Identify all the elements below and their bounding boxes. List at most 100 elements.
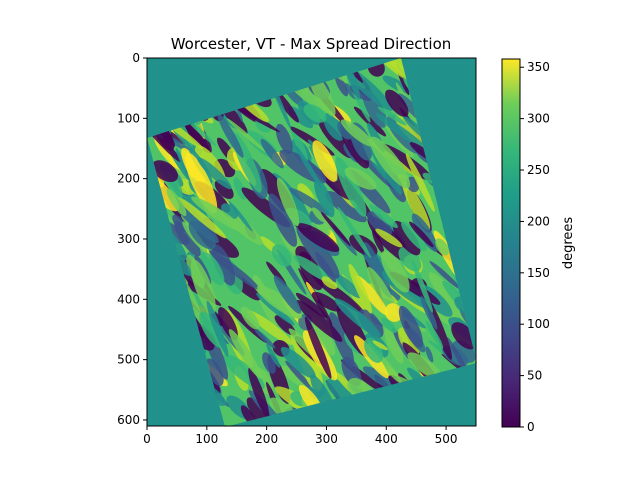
x-tick-label: 400 [375, 432, 398, 446]
terrain-streak [197, 157, 232, 190]
terrain-streak [369, 136, 411, 189]
terrain-streak [384, 327, 404, 364]
y-tick-label: 0 [132, 51, 140, 65]
terrain-streak [401, 221, 427, 252]
terrain-streak [268, 193, 298, 247]
terrain-streak [321, 276, 338, 290]
terrain-streak [276, 177, 300, 227]
terrain-streak [334, 298, 381, 338]
x-tick-label: 0 [143, 432, 151, 446]
terrain-streak [205, 358, 224, 386]
terrain-streak [402, 180, 431, 231]
terrain-streak [451, 322, 477, 350]
terrain-streak [280, 346, 316, 379]
terrain-streak [314, 178, 335, 218]
terrain-streak [398, 327, 420, 357]
terrain-streak [312, 140, 338, 182]
terrain-streak [369, 204, 398, 229]
terrain-streak [335, 156, 367, 217]
y-tick-label: 600 [117, 413, 140, 427]
terrain-streak [355, 275, 389, 316]
terrain-streak [344, 167, 377, 190]
terrain-streak [372, 229, 385, 254]
terrain-streak [266, 343, 281, 368]
colorbar-label: degrees [561, 217, 576, 270]
terrain-streak [296, 300, 343, 342]
terrain-streak [311, 291, 341, 312]
terrain-streak [425, 346, 434, 363]
terrain-streak [420, 295, 438, 330]
terrain-streak [425, 320, 444, 349]
plot-frame [146, 57, 477, 427]
terrain-streak [295, 145, 323, 189]
terrain-streak [233, 177, 246, 201]
colorbar-ticks: 0 50 100 150 200 250 300 350 [520, 60, 550, 434]
terrain-streak [311, 207, 326, 223]
terrain-streak [303, 104, 327, 123]
terrain-streak [200, 251, 225, 286]
colorbar-tick-label: 200 [527, 214, 550, 228]
terrain-streak [320, 211, 351, 247]
terrain-streak [177, 197, 227, 239]
y-tick-label: 200 [117, 172, 140, 186]
terrain-streak [398, 305, 423, 348]
terrain-streak [273, 275, 302, 314]
x-tick-label: 300 [315, 432, 338, 446]
terrain-streak [323, 112, 345, 141]
terrain-streak [185, 152, 218, 214]
terrain-streak [392, 220, 421, 256]
terrain-streak [166, 188, 187, 217]
terrain-streak [375, 228, 403, 248]
terrain-streak [295, 292, 328, 319]
terrain-streak [435, 238, 449, 256]
terrain-streak [366, 211, 393, 236]
x-tick-label: 100 [195, 432, 218, 446]
terrain-streak [226, 118, 266, 152]
colorbar-tick-label: 0 [527, 420, 535, 434]
terrain-streak [294, 255, 331, 282]
x-tick-label: 200 [255, 432, 278, 446]
terrain-streak [348, 263, 373, 314]
terrain-streak [335, 273, 361, 299]
y-tick-label: 500 [117, 353, 140, 367]
terrain-streak [409, 221, 434, 248]
terrain-streak [240, 306, 260, 330]
terrain-streak [337, 206, 372, 258]
terrain-streak [311, 317, 336, 356]
terrain-streak [289, 188, 330, 216]
x-axis: 0 100 200 300 400 500 [143, 426, 458, 446]
terrain-streak [290, 126, 308, 162]
terrain-streak [184, 281, 204, 326]
y-tick-label: 300 [117, 232, 140, 246]
terrain-streak [381, 317, 397, 334]
terrain-streak [285, 360, 315, 392]
terrain-streak [275, 123, 293, 155]
terrain-streak [271, 244, 292, 267]
colorbar-tick-label: 350 [527, 60, 550, 74]
terrain-streak [256, 285, 302, 319]
colorbar-tick-label: 250 [527, 163, 550, 177]
terrain-streak [405, 153, 435, 212]
terrain-streak [297, 223, 340, 253]
terrain-streak [190, 259, 216, 315]
y-tick-label: 400 [117, 292, 140, 306]
x-tick-label: 500 [435, 432, 458, 446]
terrain-streak [151, 160, 179, 183]
colorbar [501, 58, 521, 428]
terrain-streak [206, 300, 229, 357]
colorbar-tick-label: 150 [527, 266, 550, 280]
terrain-streak [325, 190, 367, 223]
terrain-streak [214, 179, 234, 199]
terrain-streak [228, 329, 262, 379]
terrain-streak [429, 261, 461, 290]
terrain-streak [385, 89, 409, 117]
terrain-streak [248, 367, 270, 418]
terrain-streak [340, 119, 374, 147]
terrain-streak [260, 138, 284, 169]
y-tick-label: 100 [117, 111, 140, 125]
terrain-streak [211, 244, 236, 286]
terrain-streak [381, 250, 410, 293]
terrain-streak [334, 73, 348, 97]
terrain-streak [217, 113, 244, 158]
